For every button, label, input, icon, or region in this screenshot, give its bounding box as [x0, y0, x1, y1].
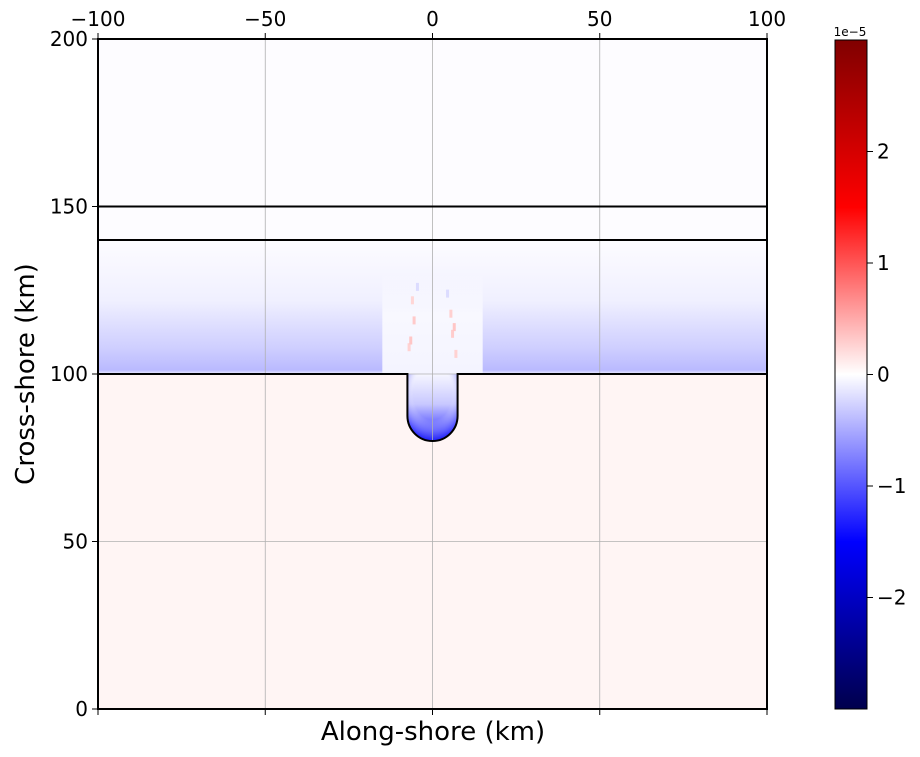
speckle-6 [415, 282, 419, 291]
x-ticks-bottom [97, 709, 768, 715]
y-tick-label: 200 [50, 27, 88, 51]
x-tick-label: 100 [748, 7, 786, 31]
speckle-7 [446, 289, 450, 298]
colorbar-gradient [834, 39, 868, 710]
contour-coastline [98, 373, 767, 442]
colorbar: 1e−5 −2 −1 0 1 2 [834, 25, 906, 710]
plot-area [97, 38, 768, 710]
speckle-2 [449, 309, 453, 318]
x-tick-label: −50 [244, 7, 286, 31]
y-tick-label: 100 [50, 362, 88, 386]
colorbar-tick-label: 1 [877, 251, 890, 275]
x-tick-label: 50 [587, 7, 612, 31]
colorbar-tick-label: 2 [877, 140, 890, 164]
contours [98, 205, 767, 442]
speckle-3 [451, 329, 455, 338]
x-axis-label: Along-shore (km) [321, 717, 545, 747]
y-tick-label: 50 [63, 530, 88, 554]
colorbar-tick-label: −1 [877, 474, 906, 498]
colorbar-ticks: −2 −1 0 1 2 [867, 140, 906, 610]
y-ticks: 0 50 100 150 200 [50, 27, 98, 721]
speckle-0 [410, 296, 414, 305]
speckle-8 [409, 336, 413, 345]
colorbar-tick-label: 0 [877, 363, 890, 387]
colorbar-tick-label: −2 [877, 586, 906, 610]
x-tick-label: −100 [71, 7, 126, 31]
speckle-4 [407, 343, 411, 352]
y-tick-label: 0 [75, 697, 88, 721]
y-axis-label: Cross-shore (km) [11, 263, 41, 485]
colorbar-exponent: 1e−5 [834, 25, 867, 39]
x-tick-label: 0 [426, 7, 439, 31]
speckle-1 [412, 316, 416, 325]
x-ticks-top: −100 −50 0 50 100 [71, 7, 786, 39]
y-tick-label: 150 [50, 195, 88, 219]
speckle-5 [454, 349, 458, 358]
speckle-9 [452, 323, 456, 332]
field-speckles [407, 282, 458, 358]
